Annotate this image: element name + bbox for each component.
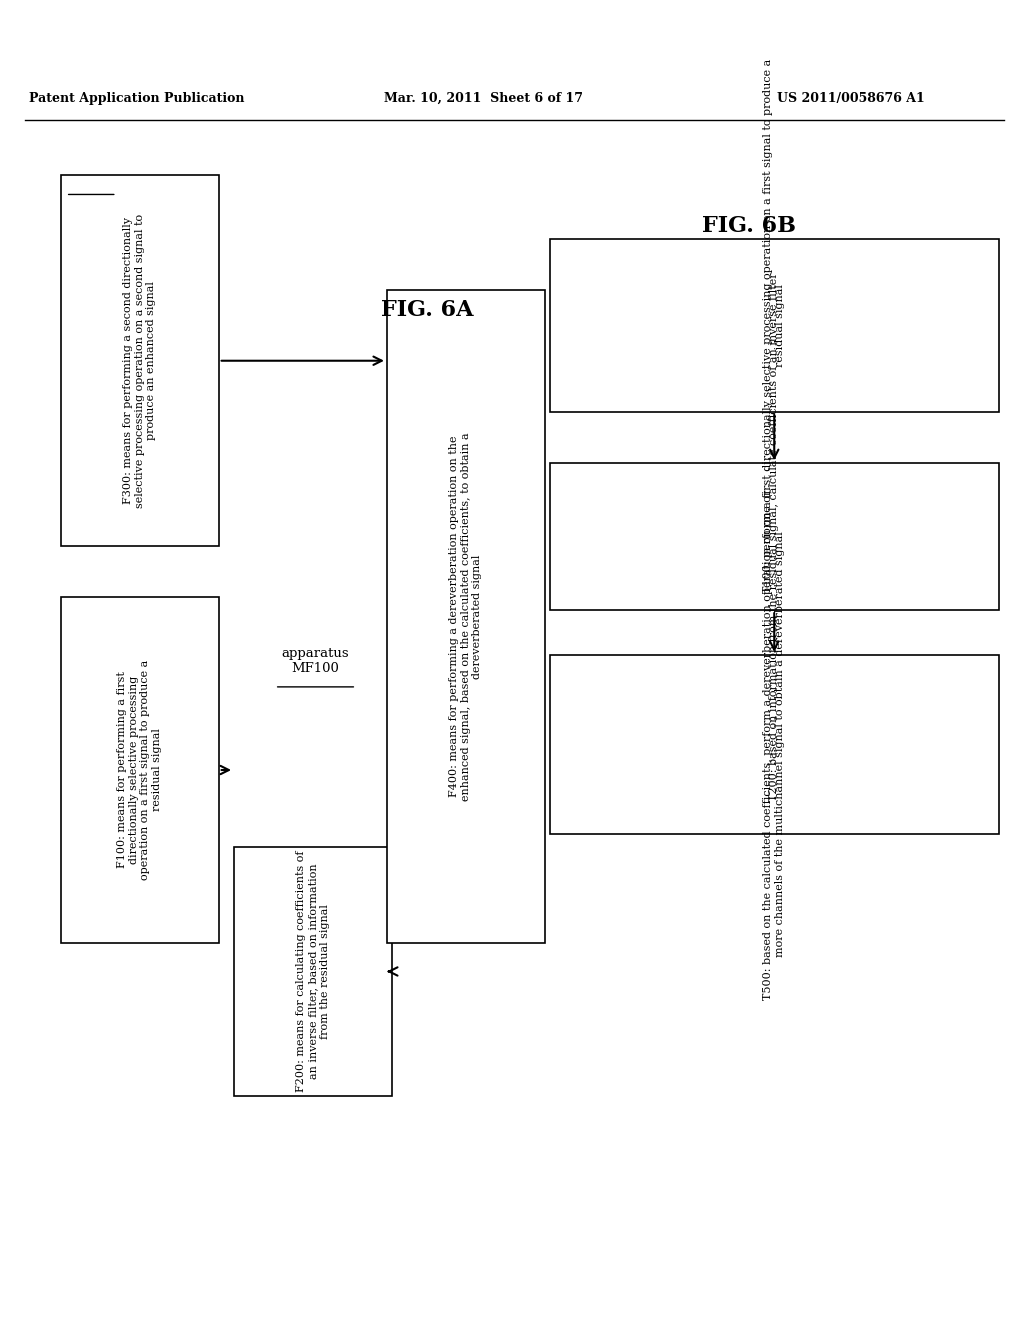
FancyBboxPatch shape: [387, 290, 545, 942]
Text: FIG. 6A: FIG. 6A: [381, 298, 474, 321]
Text: US 2011/0058676 A1: US 2011/0058676 A1: [777, 92, 925, 106]
Text: F300: means for performing a second directionally
selective processing operation: F300: means for performing a second dire…: [123, 214, 157, 508]
FancyBboxPatch shape: [550, 239, 998, 412]
Text: Mar. 10, 2011  Sheet 6 of 17: Mar. 10, 2011 Sheet 6 of 17: [384, 92, 584, 106]
Text: F100: means for performing a first
directionally selective processing
operation : F100: means for performing a first direc…: [118, 660, 162, 880]
FancyBboxPatch shape: [233, 846, 392, 1096]
FancyBboxPatch shape: [550, 463, 998, 610]
Text: F200: means for calculating coefficients of
an inverse filter, based on informat: F200: means for calculating coefficients…: [296, 850, 330, 1092]
Text: apparatus
MF100: apparatus MF100: [282, 647, 349, 676]
Text: T500: based on the calculated coefficients, perform a dereverberation operation : T500: based on the calculated coefficien…: [764, 490, 785, 999]
Text: Patent Application Publication: Patent Application Publication: [30, 92, 245, 106]
FancyBboxPatch shape: [60, 598, 219, 942]
Text: FIG. 6B: FIG. 6B: [701, 215, 796, 238]
FancyBboxPatch shape: [550, 655, 998, 834]
Text: T100: perform a first directionally selective processing operation on a first si: T100: perform a first directionally sele…: [764, 58, 785, 593]
FancyBboxPatch shape: [60, 176, 219, 546]
Text: F400: means for performing a dereverberation operation on the
enhanced signal, b: F400: means for performing a dereverbera…: [450, 432, 482, 801]
Text: T200: based on information from the residual signal, calculate coefficients of a: T200: based on information from the resi…: [769, 272, 779, 801]
